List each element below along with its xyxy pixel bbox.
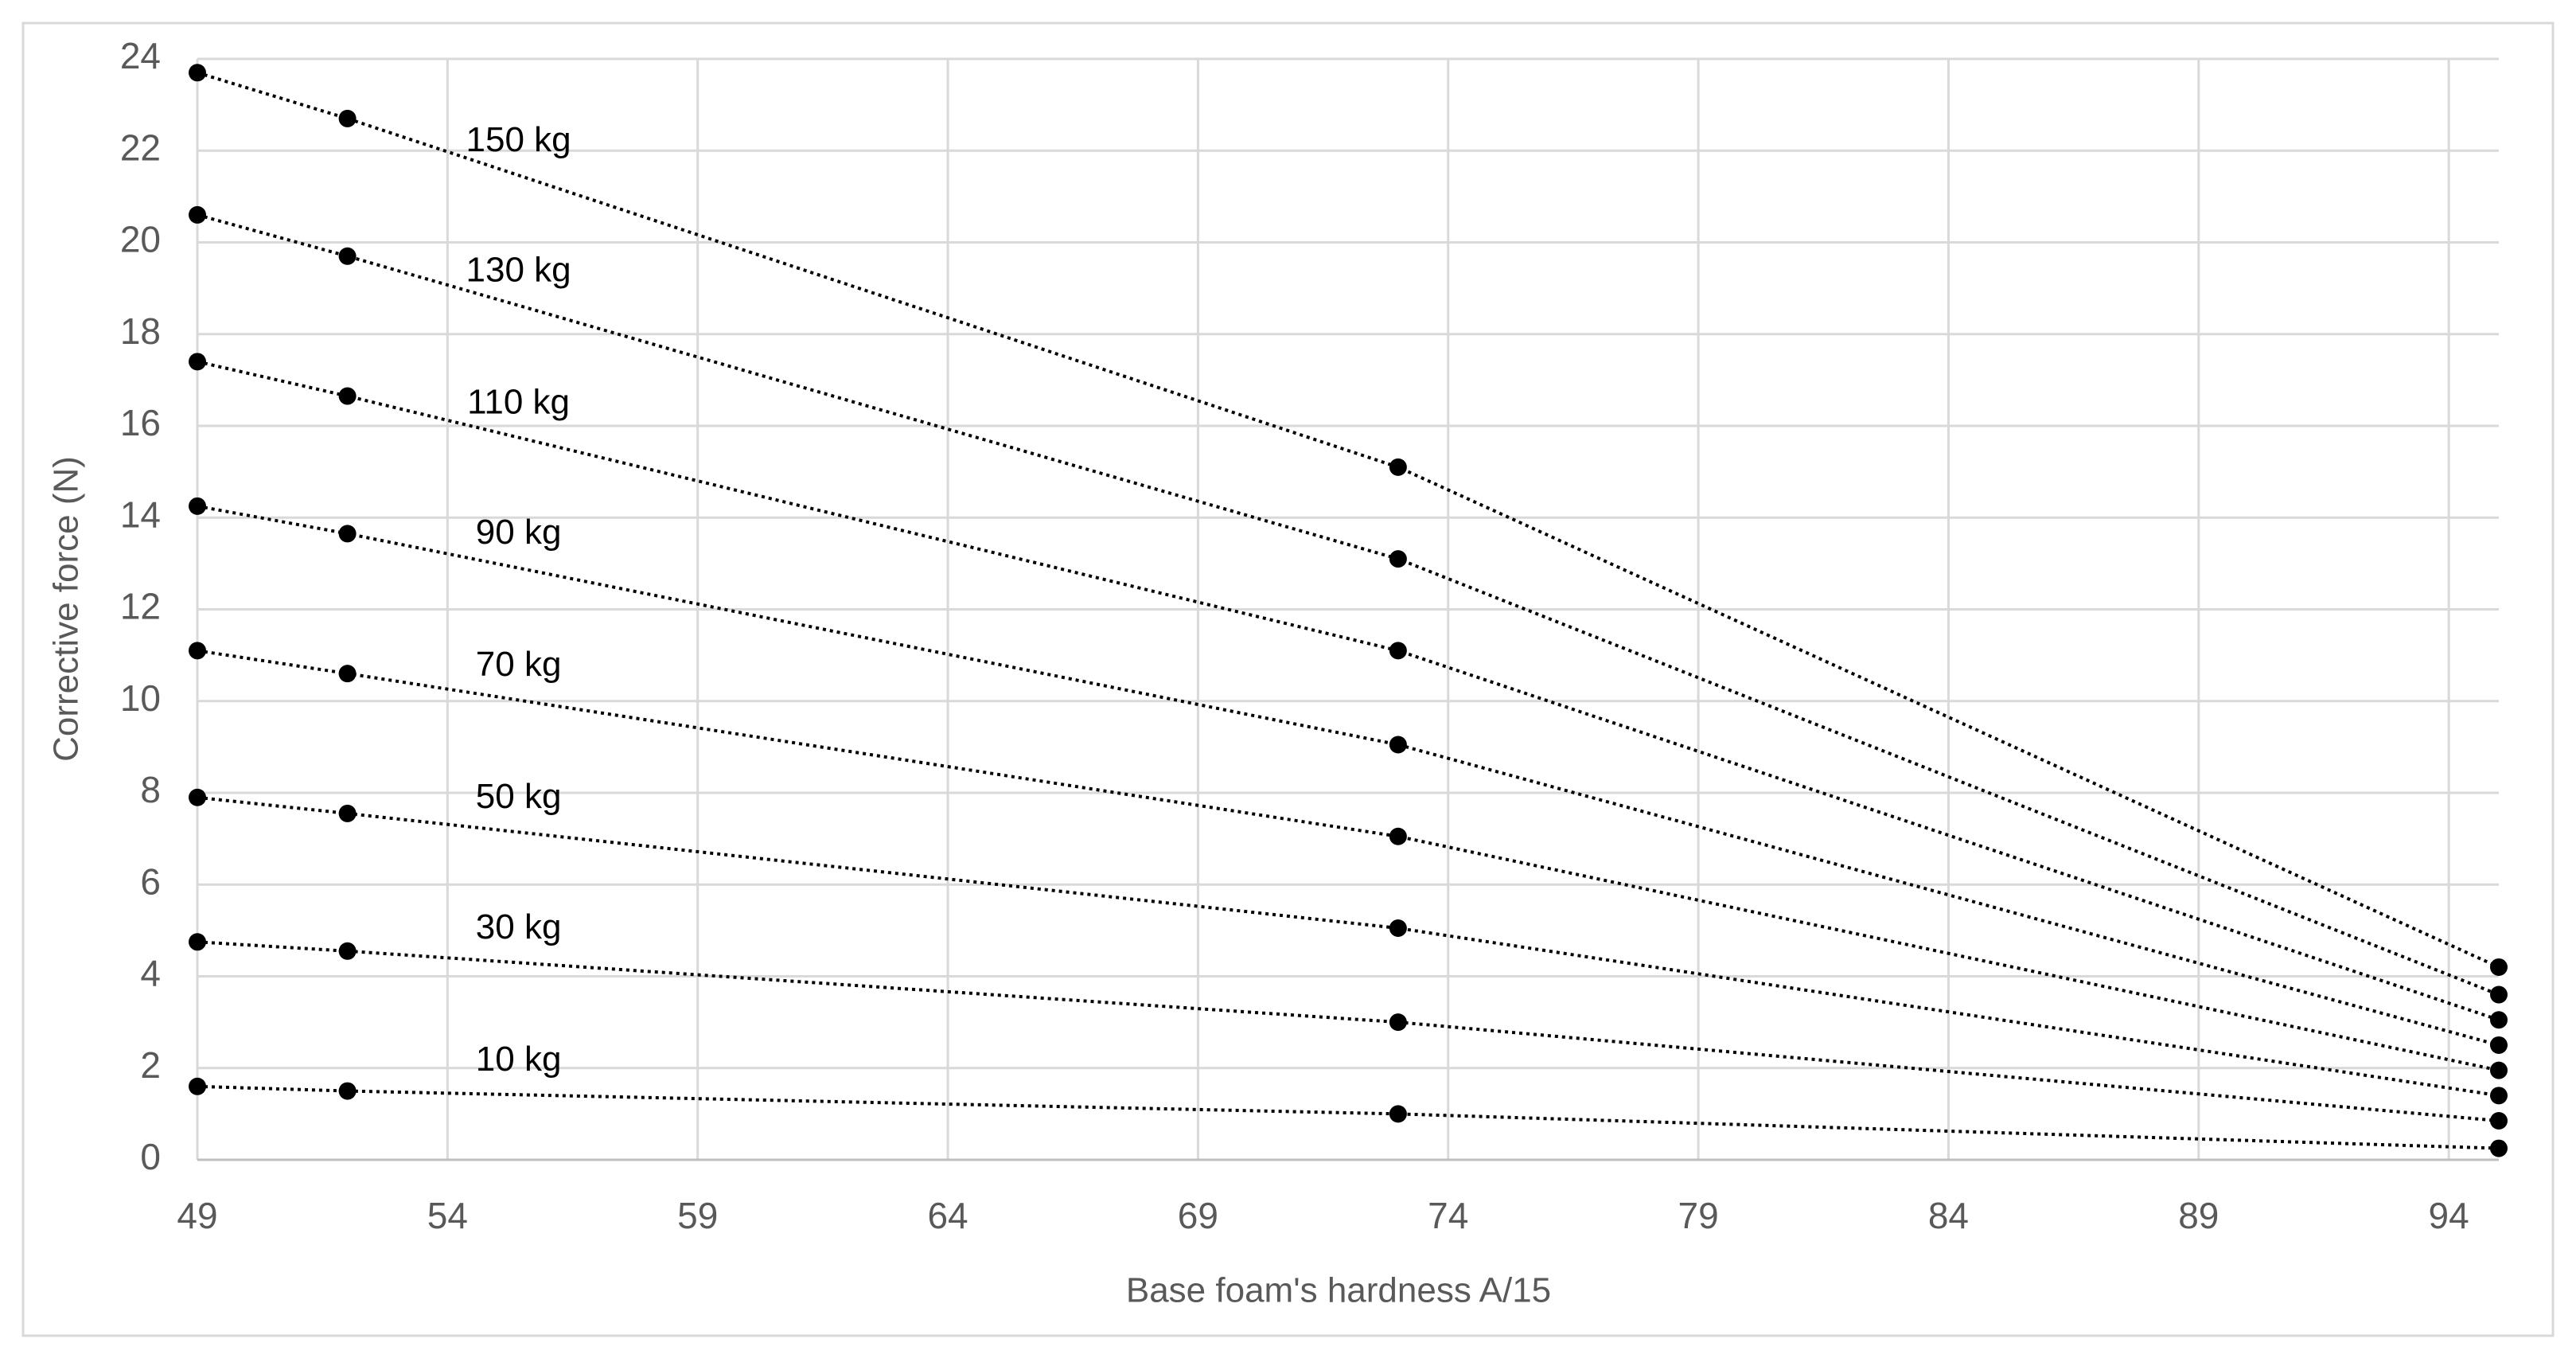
y-tick-label: 14: [120, 494, 161, 535]
x-tick-label: 84: [1928, 1195, 1969, 1236]
data-point: [1389, 827, 1407, 845]
series-label: 70 kg: [476, 645, 562, 684]
series-line: [197, 795, 2500, 1098]
x-tick-label: 69: [1178, 1195, 1218, 1236]
data-point: [1389, 919, 1407, 937]
y-tick-label: 10: [120, 677, 161, 719]
x-tick-label: 94: [2429, 1195, 2469, 1236]
y-axis-title: Corrective force (N): [47, 456, 86, 762]
y-tick-label: 0: [140, 1136, 161, 1177]
series-line: [197, 504, 2500, 1047]
series-line: [197, 213, 2500, 997]
data-point: [189, 205, 206, 224]
data-point: [2490, 958, 2508, 976]
x-tick-label: 54: [427, 1195, 468, 1236]
grid: [196, 57, 2499, 1161]
data-point: [2490, 985, 2508, 1004]
data-point: [2490, 1087, 2508, 1105]
plot: 150 kg 130 kg 110 kg 90 kg 70 kg 50 kg 30 kg 10…: [189, 64, 2508, 1157]
y-tick-label: 22: [120, 127, 161, 168]
series-label: 50 kg: [476, 777, 562, 816]
data-point: [1389, 1013, 1407, 1032]
data-point: [2490, 1036, 2508, 1054]
data-point: [189, 64, 206, 82]
data-point: [338, 525, 357, 543]
x-axis-title: Base foam's hardness A/15: [1126, 1271, 1551, 1310]
data-point: [338, 665, 357, 683]
x-tick-label: 64: [927, 1195, 968, 1236]
data-point: [189, 642, 206, 660]
data-point: [338, 247, 357, 265]
data-point: [1389, 550, 1407, 568]
y-tick-label: 24: [120, 35, 161, 76]
data-point: [1389, 736, 1407, 754]
x-tick-label: 89: [2178, 1195, 2219, 1236]
data-point: [189, 788, 206, 806]
data-point: [189, 497, 206, 515]
y-tick-label: 4: [140, 953, 161, 994]
y-tick-label: 18: [120, 310, 161, 352]
series-line: [197, 940, 2500, 1123]
y-tick-label: 2: [140, 1044, 161, 1086]
series-label: 30 kg: [476, 907, 562, 946]
series-label: 130 kg: [466, 250, 571, 289]
series-label: 150 kg: [466, 120, 571, 159]
y-tick-label: 12: [120, 586, 161, 627]
x-tick-label: 59: [677, 1195, 718, 1236]
x-tick-label: 79: [1678, 1195, 1719, 1236]
data-point: [2490, 1061, 2508, 1079]
data-point: [338, 1082, 357, 1100]
series-label: 10 kg: [476, 1040, 562, 1079]
data-point: [1389, 458, 1407, 476]
data-point: [2490, 1112, 2508, 1130]
series-label: 90 kg: [476, 513, 562, 552]
x-tick-label: 49: [177, 1195, 217, 1236]
series-label: 110 kg: [467, 382, 570, 421]
data-point: [338, 942, 357, 960]
data-point: [338, 109, 357, 127]
data-point: [2490, 1011, 2508, 1029]
y-tick-label: 8: [140, 769, 161, 810]
data-point: [189, 353, 206, 371]
y-tick-label: 16: [120, 402, 161, 443]
series-line: [197, 71, 2500, 969]
data-point: [1389, 1105, 1407, 1123]
y-tick-label: 20: [120, 219, 161, 260]
data-point: [1389, 642, 1407, 660]
data-point: [338, 804, 357, 822]
y-tick-label: 6: [140, 860, 161, 902]
data-point: [338, 387, 357, 405]
x-tick-label: 74: [1428, 1195, 1468, 1236]
series-line: [197, 649, 2500, 1072]
series-line: [197, 1084, 2500, 1150]
data-point: [189, 933, 206, 951]
data-point: [189, 1077, 206, 1095]
data-point: [2490, 1139, 2508, 1157]
